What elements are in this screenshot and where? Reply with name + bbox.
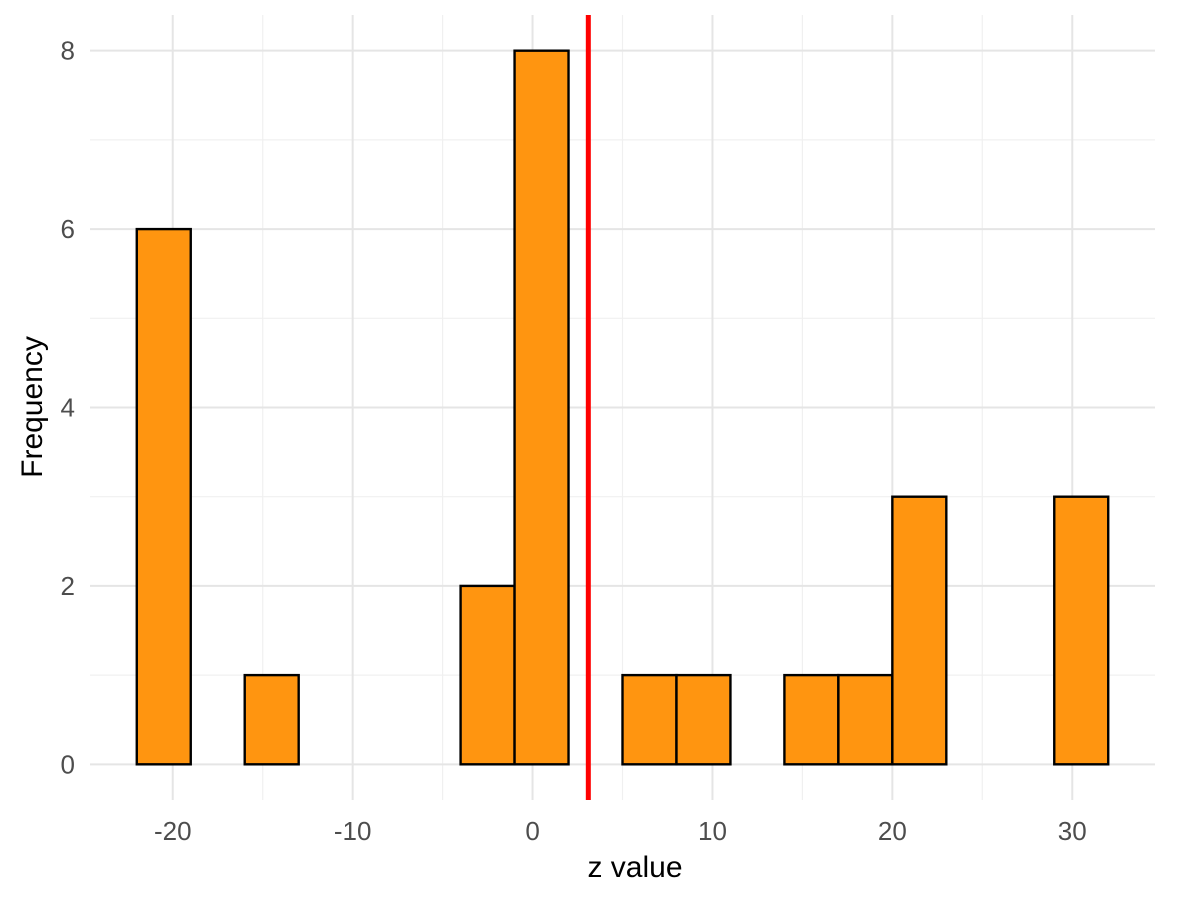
histogram-bar bbox=[837, 673, 894, 766]
histogram-bar bbox=[621, 673, 678, 766]
y-tick-label: 2 bbox=[61, 571, 75, 601]
histogram-bar bbox=[891, 495, 948, 766]
y-tick-label: 8 bbox=[61, 36, 75, 66]
histogram-bar bbox=[783, 673, 840, 766]
x-tick-label: 30 bbox=[1058, 816, 1087, 846]
x-axis-tick-labels: -20 -10 0 10 20 30 bbox=[154, 816, 1087, 846]
histogram-bars bbox=[135, 49, 1110, 766]
y-tick-label: 0 bbox=[61, 749, 75, 779]
y-tick-label: 4 bbox=[61, 393, 75, 423]
y-axis-tick-labels: 0 2 4 6 8 bbox=[61, 36, 75, 780]
y-tick-label: 6 bbox=[61, 214, 75, 244]
x-tick-label: 20 bbox=[878, 816, 907, 846]
histogram-bar bbox=[135, 227, 192, 766]
histogram-bar bbox=[1053, 495, 1110, 766]
histogram-bar bbox=[675, 673, 732, 766]
histogram-bar bbox=[513, 49, 570, 766]
histogram-bar bbox=[243, 673, 300, 766]
x-tick-label: 0 bbox=[525, 816, 539, 846]
x-axis-title: z value bbox=[587, 851, 682, 884]
x-tick-label: -10 bbox=[334, 816, 372, 846]
x-tick-label: -20 bbox=[154, 816, 192, 846]
histogram-bar bbox=[459, 584, 516, 766]
y-axis-title: Frequency bbox=[16, 336, 49, 478]
x-tick-label: 10 bbox=[698, 816, 727, 846]
